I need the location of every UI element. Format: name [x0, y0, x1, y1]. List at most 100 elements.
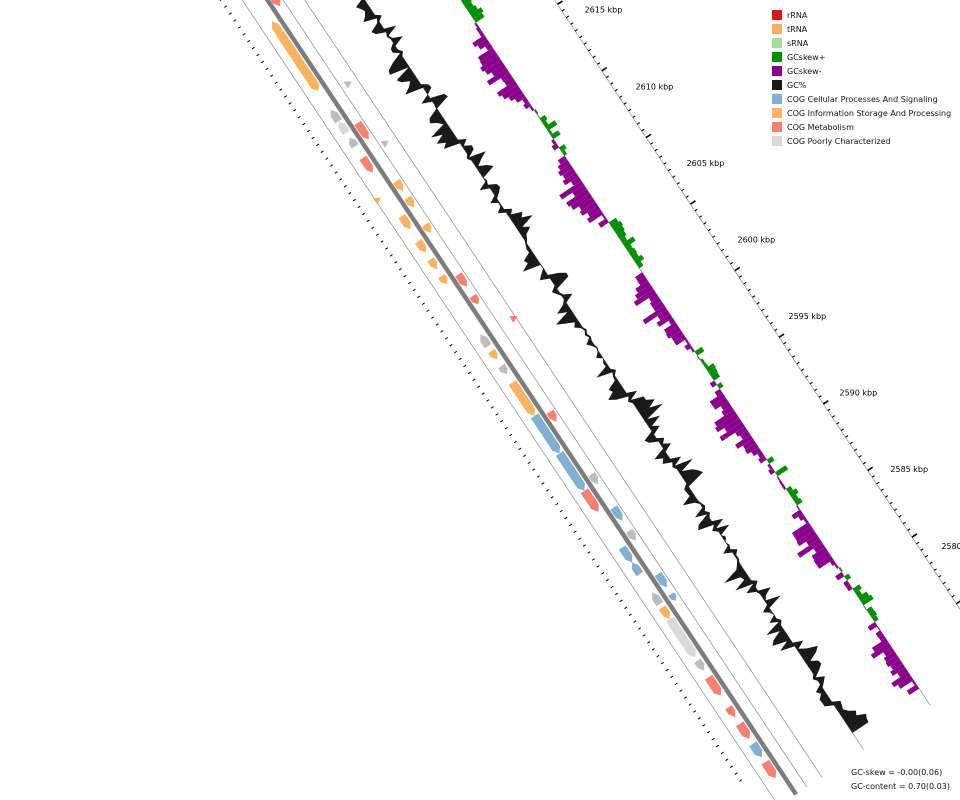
inner-scale-tick: [440, 330, 444, 333]
scale-tick: [787, 348, 791, 352]
gc-skew-bar: [628, 247, 637, 256]
gc-skew-bar: [700, 358, 706, 364]
inner-scale-tick: [472, 378, 476, 382]
inner-scale-tick: [463, 364, 467, 368]
scale-tick: [557, 0, 563, 6]
gc-skew-bar: [477, 47, 496, 62]
gc-skew-bar: [587, 205, 601, 217]
gc-skew-bar: [486, 68, 510, 86]
scale-tick: [743, 281, 747, 285]
gc-skew-bar: [598, 218, 609, 228]
gc-skew-bar: [611, 220, 624, 231]
gc-skew-bar: [561, 149, 568, 156]
inner-scale-tick: [421, 302, 425, 306]
inner-scale-tick: [431, 316, 435, 319]
gc-skew-bar: [570, 193, 593, 210]
scale-tick: [628, 108, 632, 112]
scale-tick: [947, 588, 951, 591]
gc-skew-bar: [757, 451, 764, 459]
scale-tick: [729, 261, 734, 265]
inner-scale-tick: [591, 558, 596, 561]
gc-skew-bar: [786, 485, 794, 493]
scale-tick: [698, 215, 703, 218]
legend-swatch: [772, 10, 782, 20]
legend-item: COG Poorly Characterized: [772, 134, 951, 148]
inner-scale-tick: [302, 122, 306, 126]
gc-skew-bar: [578, 197, 595, 211]
gc-skew-bar: [794, 526, 814, 542]
gc-skew-bar: [855, 590, 863, 597]
gc-skew-bar: [858, 591, 870, 602]
gc-skew-bar: [633, 254, 645, 264]
inner-scale-tick: [389, 254, 393, 257]
gc-skew-bar: [735, 426, 748, 437]
inner-scale-tick: [532, 468, 536, 471]
legend-label: GCskew-: [787, 66, 822, 76]
inner-scale-tick: [720, 751, 724, 755]
gc-skew-bar: [768, 468, 776, 475]
gc-skew-bar: [742, 438, 756, 450]
ring-line: [554, 0, 960, 610]
gc-skew-bar: [539, 115, 548, 123]
gc-content-stat: GC-content = 0.70(0.03): [851, 782, 950, 791]
gc-skew-bar: [496, 80, 518, 97]
gc-skew-bar: [883, 651, 897, 663]
gc-skew-bar: [570, 176, 582, 186]
gc-skew-bar: [690, 347, 695, 353]
gc-skew-bar: [473, 12, 485, 23]
gene-arrow: [735, 721, 750, 739]
gene-arrow: [625, 528, 636, 541]
gc-skew-bar: [480, 55, 501, 72]
gc-skew-bar: [798, 513, 806, 521]
gc-skew-bar: [897, 676, 914, 689]
scale-label: 2600 kbp: [738, 236, 776, 245]
gc-skew-bar: [883, 647, 895, 657]
marker-triangle: [509, 315, 518, 323]
inner-scale-tick: [697, 717, 701, 720]
gc-skew-bar: [514, 93, 526, 103]
inner-scale-tick: [334, 171, 338, 174]
inner-scale-tick: [265, 67, 269, 71]
inner-scale-tick: [481, 392, 485, 395]
gene-features: [270, 0, 777, 779]
gc-skew-bar: [523, 101, 532, 110]
inner-scale-tick: [601, 572, 605, 575]
legend-label: tRNA: [787, 24, 808, 34]
gc-skew-bar: [715, 413, 739, 433]
gc-skew-bar: [559, 180, 584, 200]
inner-scale-tick: [693, 710, 697, 713]
scale-tick: [876, 481, 880, 485]
gene-arrow: [555, 450, 585, 491]
gene-arrow: [704, 674, 722, 696]
gene-arrow: [666, 616, 696, 658]
gc-skew-bar: [843, 580, 850, 588]
legend-swatch: [772, 136, 782, 146]
scale-tick: [893, 508, 898, 511]
inner-scale-tick: [688, 703, 692, 706]
gene-arrow: [749, 741, 763, 758]
scale-tick: [933, 568, 937, 571]
inner-scale-tick: [628, 613, 632, 616]
gc-skew-track: [460, 0, 920, 695]
gene-arrow: [354, 120, 369, 140]
scale-label: 2610 kbp: [636, 82, 674, 91]
inner-scale-tick: [458, 357, 462, 361]
legend-label: COG Poorly Characterized: [787, 136, 891, 146]
gc-skew-bar: [668, 318, 676, 326]
inner-scale-tick: [527, 461, 531, 464]
inner-scale-tick: [490, 406, 494, 409]
scale-tick: [845, 435, 849, 438]
gene-arrow: [330, 109, 342, 124]
gc-stats: GC-skew = -0.00(0.06) GC-content = 0.70(…: [851, 766, 950, 794]
gene-arrow: [415, 238, 427, 253]
inner-scale-tick: [408, 281, 412, 285]
inner-scale-tick: [380, 240, 384, 243]
scale-tick: [792, 355, 796, 358]
gc-skew-bar: [796, 530, 817, 547]
gc-skew-bar: [652, 301, 665, 312]
gc-skew-bar: [477, 39, 490, 50]
gc-skew-bar: [666, 326, 681, 339]
gc-skew-stat: GC-skew = -0.00(0.06): [851, 768, 943, 777]
inner-scale-tick: [555, 502, 559, 506]
gc-skew-bar: [767, 463, 773, 470]
